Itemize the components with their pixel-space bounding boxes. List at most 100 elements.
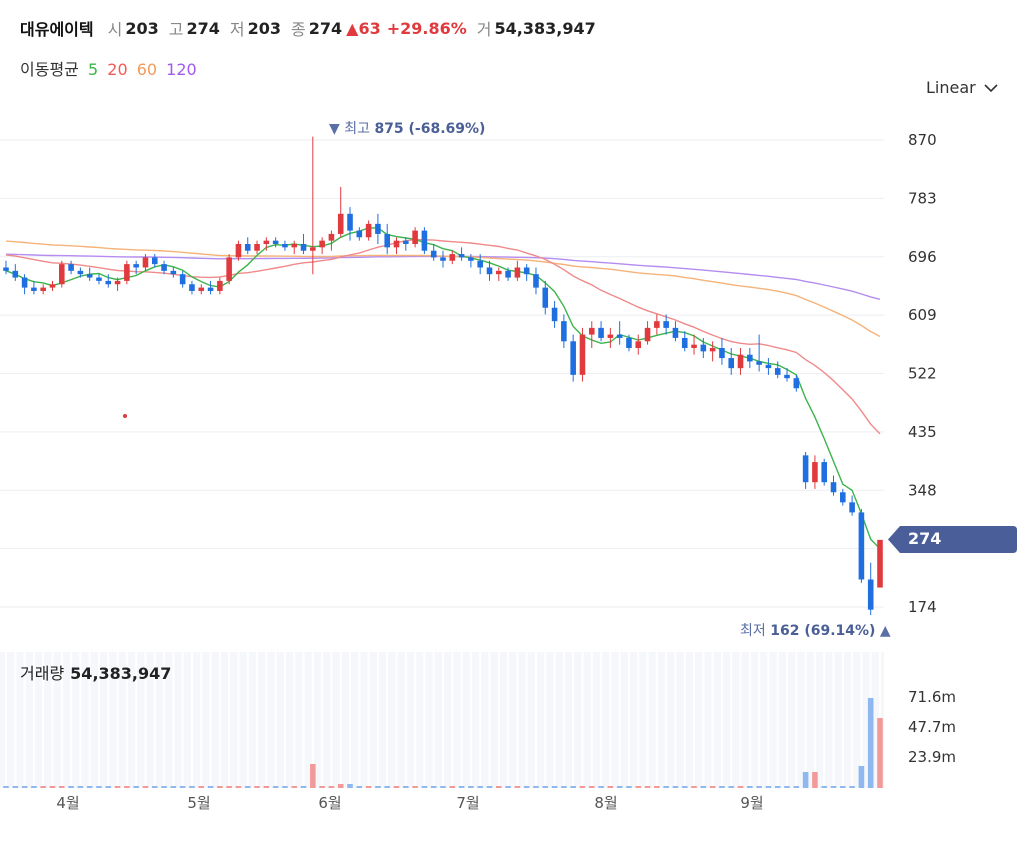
moving-average-legend[interactable]: 이동평균 5 20 60 120 <box>20 56 201 80</box>
volume-bar <box>384 786 391 788</box>
candle-body <box>849 502 855 513</box>
candle-body <box>254 244 260 251</box>
volume-panel-title: 거래량 54,383,947 <box>20 660 171 684</box>
high-annotation-value: 875 (-68.69%) <box>374 121 486 137</box>
volume-bar <box>310 764 316 788</box>
volume-bar <box>217 786 223 788</box>
volume-bar <box>719 786 725 788</box>
scale-selector[interactable]: Linear <box>926 78 998 97</box>
candle-body <box>161 264 167 271</box>
candle-body <box>393 240 400 248</box>
volume-bar <box>3 786 9 788</box>
volume-bar <box>254 786 260 788</box>
volume-bar <box>124 786 130 788</box>
volume-bar <box>774 786 781 788</box>
volume-bar <box>142 786 149 788</box>
candle-body <box>607 334 614 338</box>
candle-body <box>440 257 446 261</box>
marker-dot <box>123 414 127 418</box>
candle-body <box>691 344 697 349</box>
ma-60[interactable]: 60 <box>136 60 158 79</box>
volume-bar <box>802 772 809 788</box>
volume-bar <box>337 784 344 788</box>
candle-body <box>505 270 511 278</box>
volume-bar <box>458 786 465 788</box>
candle-body <box>654 321 660 328</box>
volume-bar <box>737 786 744 788</box>
volume-label: 거 <box>476 20 492 39</box>
volume-panel-label: 거래량 <box>20 664 65 683</box>
candle-body <box>867 579 874 610</box>
volume-bar <box>421 786 428 788</box>
price-axis-labels: 870 783 696 609 522 435 348 174 <box>908 131 937 616</box>
volume-bar <box>235 786 242 788</box>
month-axis-labels: 4월 5월 6월 7월 8월 9월 <box>56 794 763 812</box>
candle-body <box>468 257 474 261</box>
volume-bar <box>170 786 177 788</box>
candle-body <box>179 274 186 285</box>
volume-bar <box>672 786 679 788</box>
candle-body <box>747 354 753 362</box>
high-label: 고 <box>168 20 184 39</box>
volume-bar <box>681 786 688 788</box>
volume-bar <box>21 786 28 788</box>
candle-body <box>774 368 781 375</box>
ma-120[interactable]: 120 <box>166 60 197 79</box>
candle-body <box>412 230 418 245</box>
volume-bar <box>179 786 186 788</box>
price-gridlines <box>0 139 884 608</box>
candle-body <box>142 257 149 268</box>
volume-bar <box>440 786 446 788</box>
volume-bar <box>523 786 530 788</box>
volume-bar <box>189 786 195 788</box>
volume-bar <box>105 786 112 788</box>
high-value: 274 <box>186 18 220 38</box>
volume-bar <box>858 766 865 788</box>
candle-body <box>133 264 139 268</box>
volume-bar <box>49 786 56 788</box>
candle-body <box>114 280 121 285</box>
volume-bar <box>840 786 846 788</box>
volume-bar <box>68 786 74 788</box>
candle-body <box>3 267 9 271</box>
month-label: 9월 <box>740 794 763 812</box>
price-tick-label: 174 <box>908 598 937 616</box>
candle-body <box>551 307 558 322</box>
change-up-icon: ▲63 <box>346 18 381 38</box>
price-tag-shape <box>888 526 1017 553</box>
candle-body <box>124 264 130 281</box>
candle-body <box>291 244 298 248</box>
candle-body <box>458 254 465 258</box>
volume-bar <box>700 786 707 788</box>
candle-body <box>430 250 437 258</box>
candle-body <box>784 374 790 379</box>
volume-bar <box>561 786 567 788</box>
candle-body <box>68 264 74 271</box>
candle-body <box>300 244 307 251</box>
candle-body <box>21 277 28 288</box>
volume-bar <box>644 786 651 788</box>
ma-5[interactable]: 5 <box>87 60 99 79</box>
price-tick-label: 870 <box>908 131 937 149</box>
candle-body <box>812 462 818 483</box>
volume-bar <box>114 786 121 788</box>
volume-bar <box>328 786 335 788</box>
candle-body <box>77 270 84 275</box>
volume-bar <box>226 786 232 788</box>
volume-bar <box>161 786 167 788</box>
month-label: 5월 <box>187 794 210 812</box>
month-label: 6월 <box>318 794 341 812</box>
candle-body <box>96 277 102 281</box>
volume-bar <box>133 786 139 788</box>
volume-bar <box>877 718 883 788</box>
volume-bar <box>598 786 604 788</box>
low-label: 저 <box>229 20 245 39</box>
candle-body <box>421 230 428 251</box>
volume-bar <box>505 786 511 788</box>
volume-bar <box>77 786 84 788</box>
low-annotation-value: 162 (69.14%) <box>770 623 876 639</box>
ma-20[interactable]: 20 <box>107 60 128 79</box>
volume-tick-label: 47.7m <box>908 718 956 736</box>
volume-bar <box>616 786 623 788</box>
